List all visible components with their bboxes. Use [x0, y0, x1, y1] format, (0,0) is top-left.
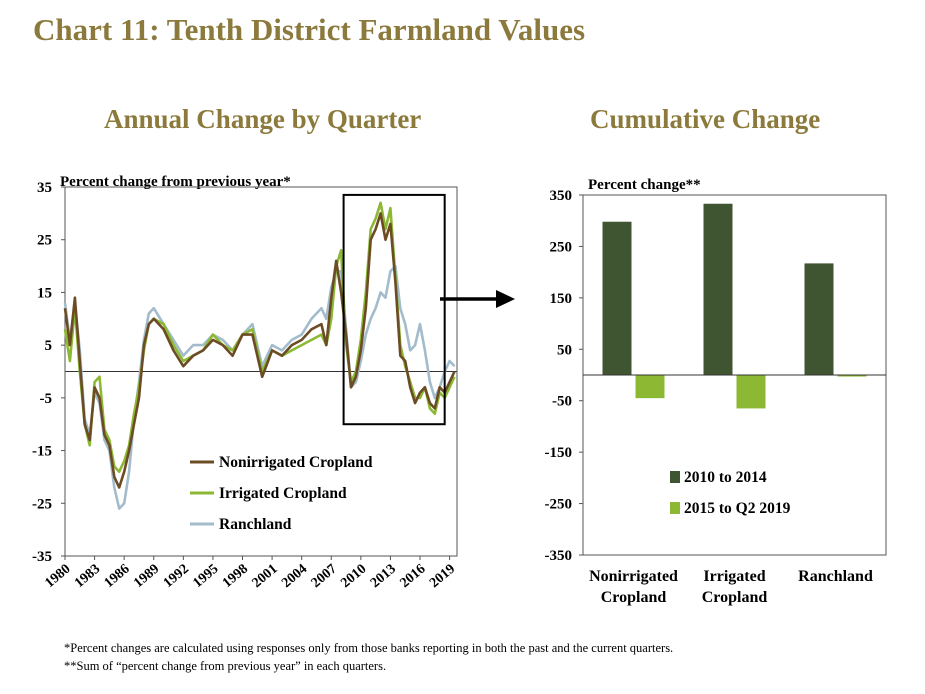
highlight-box: [342, 193, 446, 426]
y-tick-label: 5: [45, 338, 53, 354]
x-tick-label: 1980: [42, 562, 73, 591]
x-tick-label: 1983: [72, 562, 103, 591]
y-tick-label: 50: [557, 342, 572, 358]
y-tick-label: -350: [545, 548, 573, 564]
y-tick-label: -25: [32, 496, 52, 512]
bar-chart: Percent change** 350 250 150 50 -50 -150 -250 -…: [545, 177, 887, 606]
left-plot-frame: [64, 186, 458, 557]
x-tick-label: 1986: [102, 562, 133, 591]
x-tick-label: 2016: [397, 562, 428, 591]
x-tick-label: 2010: [338, 562, 369, 591]
y-tick-label: 350: [550, 188, 573, 204]
legend-swatch: [670, 471, 680, 483]
y-tick-label: 35: [37, 180, 52, 196]
x-category-label: Irrigated Cropland: [702, 568, 768, 606]
legend-label: 2010 to 2014: [684, 469, 767, 486]
line-chart: Percent change from previous year* 35 25 1…: [32, 174, 458, 591]
bar: [804, 263, 834, 375]
arrow-icon: [440, 290, 515, 308]
x-tick-label: 2004: [279, 562, 310, 591]
legend-label: 2015 to Q2 2019: [684, 500, 791, 517]
y-tick-label: 250: [550, 239, 573, 255]
series-line-ranchland: [63, 264, 456, 510]
x-tick-label: 2007: [309, 562, 340, 591]
bar: [837, 375, 867, 377]
y-tick-label: -5: [40, 391, 53, 407]
footnote-2: **Sum of “percent change from previous y…: [64, 659, 387, 673]
x-tick-label: 1989: [131, 562, 162, 591]
x-category-label: Ranchland: [798, 568, 873, 585]
x-tick-label: 1995: [190, 562, 221, 591]
legend-label: Ranchland: [219, 516, 292, 533]
y-tick-label: -150: [545, 445, 573, 461]
y-tick-label: -50: [552, 394, 572, 410]
x-tick-label: 2013: [368, 562, 399, 591]
bar: [602, 221, 632, 375]
right-y-axis-label: Percent change**: [588, 177, 701, 193]
legend-label: Irrigated Cropland: [219, 485, 347, 502]
bar: [703, 203, 733, 375]
x-tick-label: 1998: [220, 562, 251, 591]
right-chart-title: Cumulative Change: [590, 104, 821, 134]
footnote-1: *Percent changes are calculated using re…: [64, 641, 674, 655]
y-tick-label: -250: [545, 497, 573, 513]
left-chart-title: Annual Change by Quarter: [104, 104, 422, 134]
y-tick-label: 25: [37, 233, 52, 249]
y-tick-label: 15: [37, 285, 52, 301]
left-y-axis-label: Percent change from previous year*: [60, 174, 291, 190]
page-title: Chart 11: Tenth District Farmland Values: [33, 12, 586, 47]
x-tick-label: 2001: [250, 562, 281, 591]
legend-label: Nonirrigated Cropland: [219, 454, 373, 471]
footnotes: *Percent changes are calculated using re…: [64, 639, 673, 675]
series-line-nonirrigated-cropland: [63, 212, 456, 489]
series-line-irrigated-cropland: [63, 201, 456, 473]
y-tick-label: -35: [32, 549, 52, 565]
x-tick-label: 2019: [427, 562, 458, 591]
y-tick-label: -15: [32, 444, 52, 460]
bar: [635, 375, 665, 399]
y-tick-label: 150: [550, 291, 573, 307]
x-tick-label: 1992: [161, 562, 192, 591]
legend-swatch: [670, 502, 680, 514]
bar: [736, 375, 766, 409]
x-category-label: Nonirrigated Cropland: [589, 568, 678, 606]
